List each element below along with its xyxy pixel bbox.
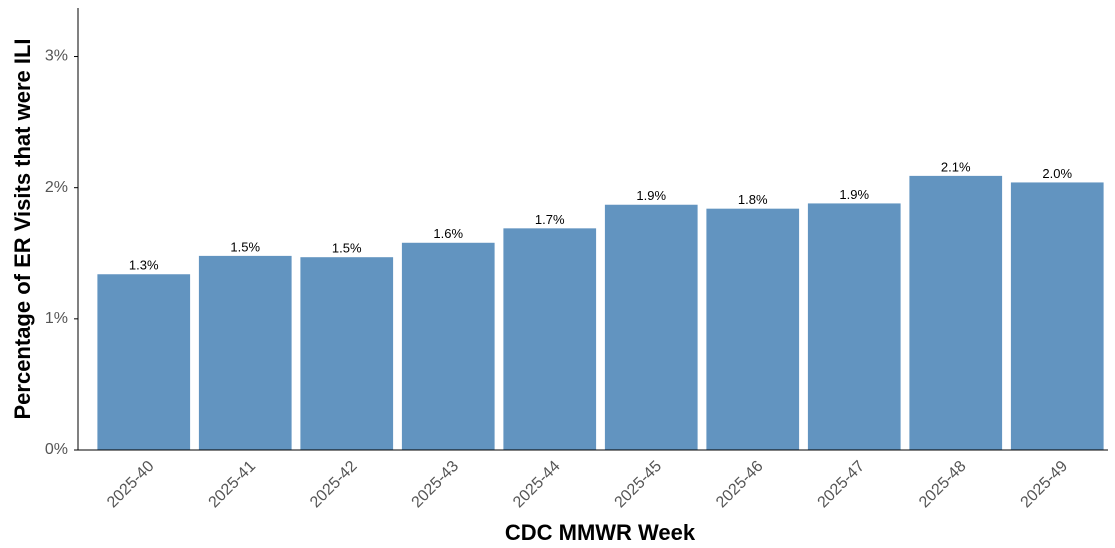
x-tick-label: 2025-43 [409, 458, 463, 512]
value-label: 2.1% [941, 159, 971, 174]
bar [503, 228, 597, 450]
bar [706, 208, 800, 450]
x-tick-label: 2025-45 [612, 458, 666, 512]
bar [604, 204, 698, 450]
value-label: 1.9% [636, 188, 666, 203]
value-label: 1.6% [433, 226, 463, 241]
value-label: 1.5% [332, 241, 362, 256]
x-tick-label: 2025-41 [206, 458, 260, 512]
bar [1010, 182, 1104, 451]
x-tick-label: 2025-40 [104, 458, 158, 512]
y-tick-label: 0% [45, 441, 68, 458]
x-tick-label: 2025-42 [307, 458, 361, 512]
y-axis-title: Percentage of ER Visits that were ILI [10, 38, 35, 419]
value-label: 1.5% [230, 239, 260, 254]
x-tick-label: 2025-49 [1018, 458, 1072, 512]
bar [198, 255, 292, 450]
value-label: 1.3% [129, 258, 159, 273]
x-tick-label: 2025-46 [713, 458, 767, 512]
value-label: 1.9% [839, 187, 869, 202]
value-label: 1.7% [535, 212, 565, 227]
x-axis-title: CDC MMWR Week [505, 520, 696, 545]
x-tick-label: 2025-44 [510, 458, 564, 512]
y-tick-label: 3% [45, 48, 68, 65]
y-tick-label: 2% [45, 179, 68, 196]
bar [97, 274, 191, 450]
bar [401, 242, 495, 450]
x-tick-label: 2025-48 [916, 458, 970, 512]
x-tick-label: 2025-47 [815, 458, 869, 512]
bar [807, 203, 901, 450]
value-label: 1.8% [738, 192, 768, 207]
y-tick-label: 1% [45, 310, 68, 327]
bar [909, 175, 1003, 451]
value-label: 2.0% [1042, 166, 1072, 181]
bar [300, 257, 394, 450]
